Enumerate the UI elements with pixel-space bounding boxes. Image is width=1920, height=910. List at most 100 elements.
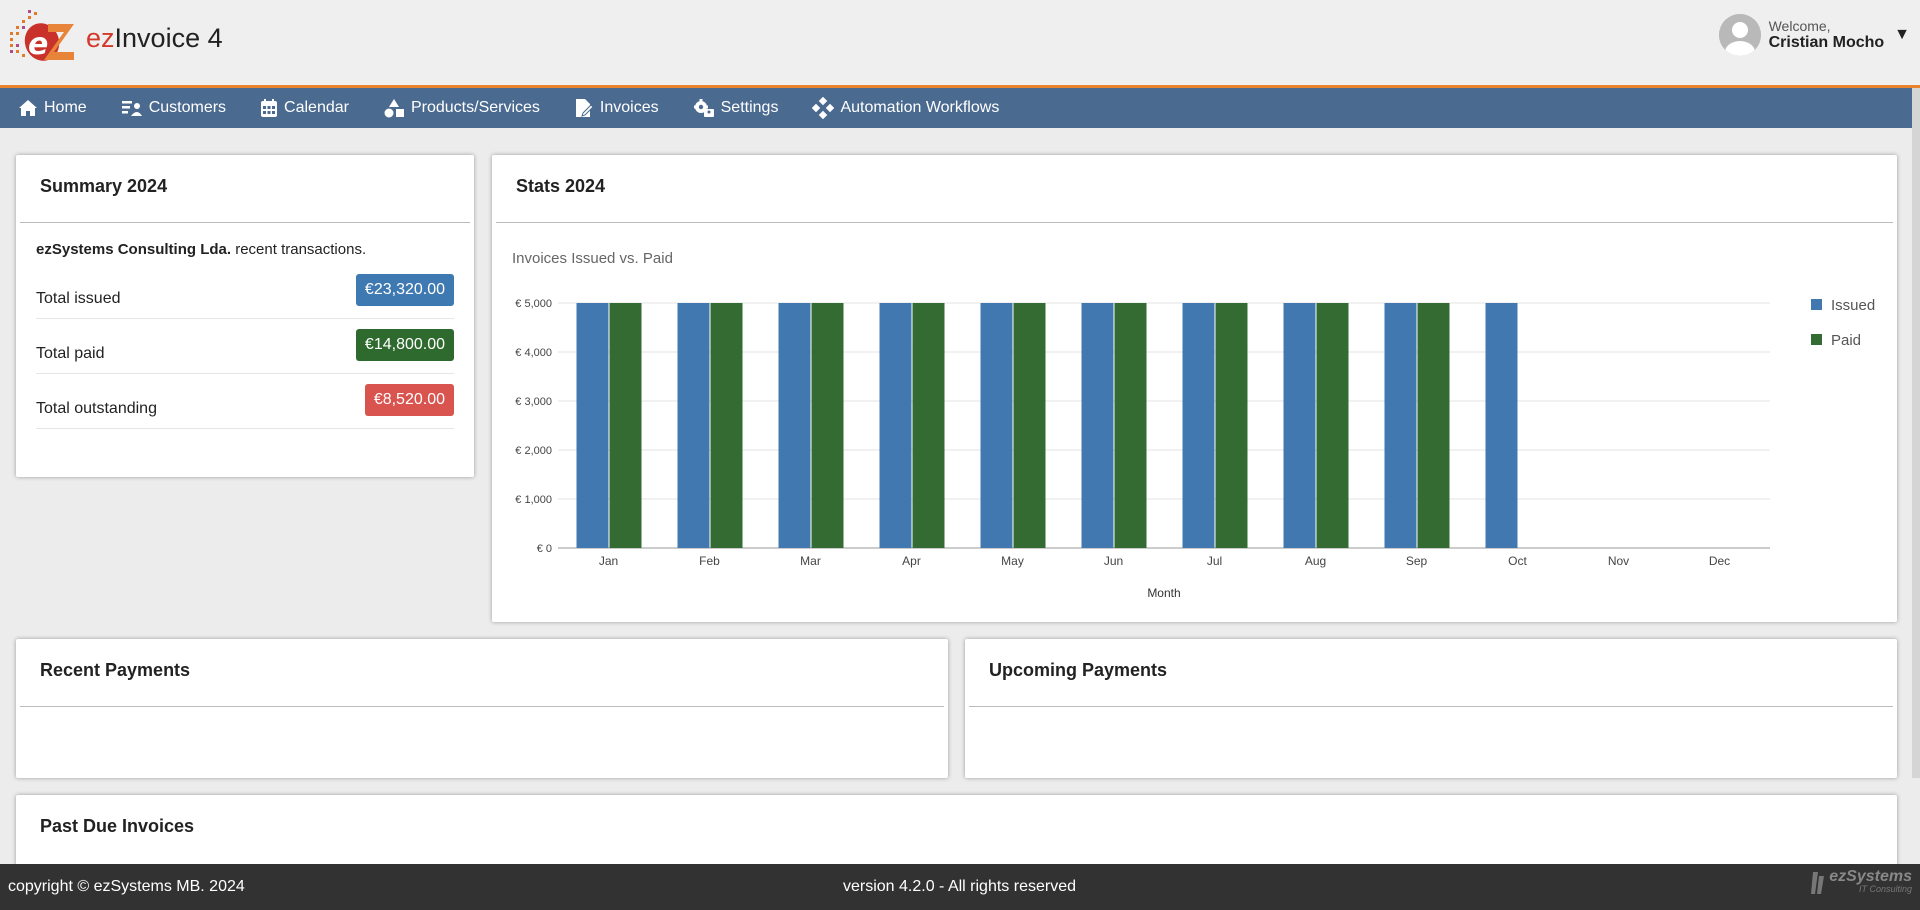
brand-sub: IT Consulting — [1858, 884, 1912, 894]
bar-paid-mar — [811, 303, 844, 548]
home-icon — [19, 100, 37, 116]
bar-issued-apr — [879, 303, 912, 548]
legend-label-paid: Paid — [1831, 332, 1861, 349]
bar-paid-aug — [1316, 303, 1349, 548]
total-issued-badge: €23,320.00 — [355, 274, 454, 306]
copyright-text: copyright © ezSystems MB. 2024 — [8, 878, 245, 895]
bar-paid-sep — [1417, 303, 1450, 548]
workflow-icon — [812, 97, 835, 119]
past-due-title: Past Due Invoices — [40, 816, 195, 836]
summary-row-paid: Total paid €14,800.00 — [36, 319, 454, 374]
summary-intro: ezSystems Consulting Lda. recent transac… — [36, 241, 454, 258]
main-nav: Home Customers Calendar Products/Service… — [0, 88, 1920, 128]
stats-panel: Stats 2024 Invoices Issued vs. Paid € 0 € … — [492, 155, 1897, 622]
bar-issued-sep — [1384, 303, 1417, 548]
x-tick-label: Dec — [1709, 554, 1730, 568]
svg-text:e: e — [28, 27, 48, 62]
summary-intro-suffix: recent transactions. — [231, 241, 367, 258]
scrollbar[interactable] — [1912, 88, 1920, 778]
bar-issued-jun — [1081, 303, 1114, 548]
bar-issued-jan — [576, 303, 609, 548]
x-tick-label: Mar — [800, 554, 821, 568]
past-due-panel: Past Due Invoices — [16, 795, 1897, 875]
user-name: Cristian Mocho — [1768, 33, 1885, 51]
ez-logo-icon: e — [8, 8, 80, 68]
total-paid-label: Total paid — [36, 345, 105, 362]
stats-title: Stats 2024 — [496, 155, 1893, 223]
bar-paid-feb — [710, 303, 743, 548]
nav-products-services[interactable]: Products/Services — [383, 98, 540, 118]
recent-payments-panel: Recent Payments — [16, 639, 948, 778]
x-tick-label: Jul — [1207, 554, 1222, 568]
nav-calendar[interactable]: Calendar — [260, 98, 349, 118]
bar-issued-jul — [1182, 303, 1215, 548]
total-outstanding-label: Total outstanding — [36, 400, 157, 417]
company-name: ezSystems Consulting Lda. — [36, 241, 232, 258]
x-tick-label: Jun — [1104, 554, 1123, 568]
nav-invoices-label: Invoices — [599, 99, 659, 116]
shapes-icon — [384, 99, 404, 118]
footer: copyright © ezSystems MB. 2024 version 4… — [0, 864, 1920, 910]
total-issued-label: Total issued — [36, 290, 121, 307]
bar-paid-may — [1013, 303, 1046, 548]
nav-home[interactable]: Home — [18, 99, 87, 117]
nav-customers-label: Customers — [148, 99, 227, 116]
y-tick-label: € 4,000 — [515, 347, 552, 359]
recent-payments-title: Recent Payments — [20, 639, 944, 707]
nav-customers[interactable]: Customers — [121, 99, 226, 117]
settings-icon — [693, 99, 714, 117]
app-logo[interactable]: e ezInvoice 4 — [8, 8, 223, 68]
bar-paid-jan — [609, 303, 642, 548]
x-tick-label: Sep — [1406, 554, 1428, 568]
avatar — [1718, 14, 1761, 56]
app-title: ezInvoice 4 — [86, 22, 223, 53]
footer-brand: ezSystems IT Consulting — [1810, 868, 1912, 896]
bar-paid-jun — [1114, 303, 1147, 548]
legend-label-issued: Issued — [1831, 297, 1875, 314]
summary-title: Summary 2024 — [20, 155, 470, 223]
x-tick-label: Aug — [1305, 554, 1326, 568]
bar-paid-jul — [1215, 303, 1248, 548]
brand-name: ezSystems — [1829, 868, 1912, 885]
chart-title: Invoices Issued vs. Paid — [512, 250, 673, 267]
x-tick-label: Nov — [1608, 554, 1629, 568]
user-menu[interactable]: Welcome, Cristian Mocho ▼ — [1718, 14, 1910, 56]
legend-swatch-issued — [1811, 299, 1822, 310]
x-tick-label: Jan — [599, 554, 618, 568]
total-outstanding-badge: €8,520.00 — [364, 384, 454, 416]
bar-issued-may — [980, 303, 1013, 548]
nav-automation-workflows[interactable]: Automation Workflows — [812, 97, 999, 119]
bar-paid-apr — [912, 303, 945, 548]
summary-panel: Summary 2024 ezSystems Consulting Lda. r… — [16, 155, 474, 477]
y-tick-label: € 0 — [537, 543, 552, 555]
nav-products-label: Products/Services — [410, 99, 540, 116]
calendar-icon — [261, 99, 278, 117]
bar-issued-feb — [677, 303, 710, 548]
legend-swatch-paid — [1811, 334, 1822, 345]
nav-automation-label: Automation Workflows — [840, 99, 1000, 116]
x-axis-label: Month — [1147, 586, 1180, 600]
total-paid-badge: €14,800.00 — [355, 329, 454, 361]
bar-issued-mar — [778, 303, 811, 548]
customers-icon — [121, 101, 142, 116]
ezsystems-logo-icon — [1811, 872, 1825, 894]
nav-invoices[interactable]: Invoices — [574, 98, 659, 118]
invoice-icon — [575, 99, 594, 117]
nav-home-label: Home — [44, 99, 87, 116]
welcome-label: Welcome, — [1768, 17, 1831, 34]
summary-row-outstanding: Total outstanding €8,520.00 — [36, 374, 454, 429]
x-tick-label: Oct — [1508, 554, 1527, 568]
nav-calendar-label: Calendar — [284, 99, 349, 116]
x-tick-label: May — [1001, 554, 1024, 568]
bar-issued-aug — [1283, 303, 1316, 548]
invoices-chart: Invoices Issued vs. Paid € 0 € 1,000 € 2,00… — [512, 250, 1875, 600]
summary-row-issued: Total issued €23,320.00 — [36, 264, 454, 319]
upcoming-payments-title: Upcoming Payments — [969, 639, 1893, 707]
user-menu-caret-icon[interactable]: ▼ — [1894, 26, 1910, 43]
nav-settings[interactable]: Settings — [693, 98, 779, 118]
y-tick-label: € 5,000 — [515, 298, 552, 310]
upcoming-payments-panel: Upcoming Payments — [965, 639, 1897, 778]
bar-issued-oct — [1485, 303, 1518, 548]
y-tick-label: € 2,000 — [515, 445, 552, 457]
nav-settings-label: Settings — [720, 99, 779, 116]
